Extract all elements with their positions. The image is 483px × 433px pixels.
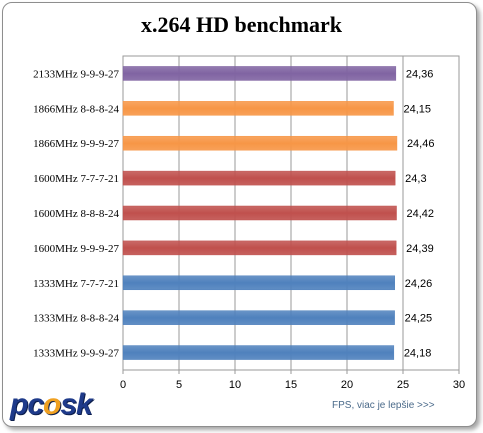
- category-label: 1600MHz 9-9-9-27: [33, 243, 119, 255]
- data-label: 24,15: [403, 103, 431, 115]
- data-label: 24,26: [405, 278, 433, 290]
- x-tick-label: 30: [453, 379, 465, 391]
- data-label: 24,25: [405, 313, 433, 325]
- bar: [122, 170, 396, 186]
- category-label: 1600MHz 8-8-8-24: [33, 208, 119, 220]
- flame-icon: o: [43, 388, 61, 421]
- bar: [122, 205, 397, 221]
- bar: [122, 66, 397, 81]
- bar: [122, 275, 395, 291]
- data-label: 24,39: [406, 243, 434, 255]
- data-label: 24,36: [406, 68, 434, 80]
- pcsk-logo: pcosk: [10, 388, 93, 421]
- chart-title: x.264 HD benchmark: [140, 12, 343, 37]
- x-tick-label: 0: [120, 379, 126, 391]
- data-label: 24,3: [405, 173, 426, 185]
- x-tick-label: 10: [229, 379, 241, 391]
- x-tick-label: 25: [397, 379, 409, 391]
- data-label: 24,42: [407, 208, 435, 220]
- bar: [122, 345, 395, 360]
- data-label: 24,46: [407, 138, 435, 150]
- x-tick-label: 5: [176, 379, 182, 391]
- bar: [122, 135, 398, 151]
- x-tick-label: 15: [285, 379, 297, 391]
- category-label: 1866MHz 8-8-8-24: [33, 103, 119, 115]
- x-tick-label: 20: [341, 379, 353, 391]
- category-label: 1333MHz 8-8-8-24: [33, 313, 119, 325]
- category-label: 1600MHz 7-7-7-21: [33, 173, 119, 185]
- bar: [122, 101, 394, 116]
- bar: [122, 310, 395, 325]
- category-label: 1333MHz 7-7-7-21: [33, 278, 119, 290]
- labels: 0 5 10 15 20 25 30 2133MHz 9-9-9-27 24,36 1866MHz…: [33, 68, 465, 391]
- x-axis-label: FPS, viac je lepšie >>>: [332, 400, 435, 411]
- category-label: 1866MHz 9-9-9-27: [33, 138, 119, 150]
- category-label: 1333MHz 9-9-9-27: [33, 348, 119, 360]
- bar: [122, 240, 397, 256]
- data-label: 24,18: [404, 348, 432, 360]
- category-label: 2133MHz 9-9-9-27: [33, 68, 119, 80]
- bars: [122, 66, 398, 360]
